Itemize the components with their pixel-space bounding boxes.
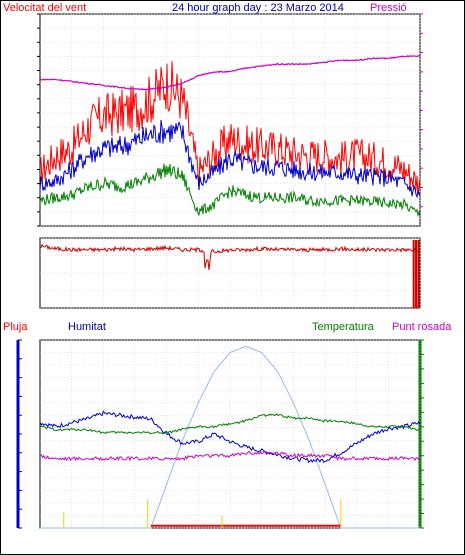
rain-label: Pluja [3, 321, 28, 333]
direction-series [39, 239, 421, 308]
pressure-axis [420, 13, 423, 208]
rain-bar [150, 524, 167, 527]
rain-bar [166, 524, 183, 527]
wind-series [39, 55, 421, 218]
bottom-series-line-0 [39, 410, 421, 464]
bottom-series-line-1 [39, 413, 421, 435]
rain-bar [293, 524, 310, 527]
series-line-3 [39, 55, 421, 91]
wind-pressure-panel: Velocitat del vent 24 hour graph day : 2… [3, 2, 423, 227]
rain-bar [182, 524, 199, 527]
rain-bar [309, 524, 325, 527]
wind-speed-label: Velocitat del vent [3, 2, 86, 14]
series-line-0 [39, 61, 421, 195]
rain-bar [245, 524, 262, 527]
rain-bar [325, 524, 341, 527]
humidity-axis [18, 339, 22, 529]
temperature-label: Temperatura [312, 321, 375, 333]
direction-line [39, 243, 421, 271]
rain-bar [261, 524, 278, 527]
wind-grid [40, 13, 421, 227]
solar-line [40, 345, 420, 529]
dewpoint-label: Punt rosada [392, 321, 452, 333]
series-line-1 [39, 119, 421, 199]
temperature-axis [420, 339, 424, 529]
humidity-label: Humitat [68, 321, 106, 333]
rain-bar [198, 524, 215, 527]
series-line-2 [39, 163, 421, 218]
chart-title: 24 hour graph day : 23 Marzo 2014 [172, 2, 344, 14]
humidity-temperature-panel: Pluja Humitat Temperatura Punt rosada [3, 321, 452, 529]
rain-bar [277, 524, 294, 527]
wind-speed-axis [37, 13, 40, 227]
bottom-series-line-2 [39, 450, 421, 462]
wind-direction-panel [39, 237, 421, 309]
direction-grid [40, 237, 421, 309]
rain-bar [230, 524, 246, 527]
pressure-label: Pressió [370, 2, 407, 14]
event-annotations [63, 500, 342, 528]
humidity-series [39, 345, 421, 529]
